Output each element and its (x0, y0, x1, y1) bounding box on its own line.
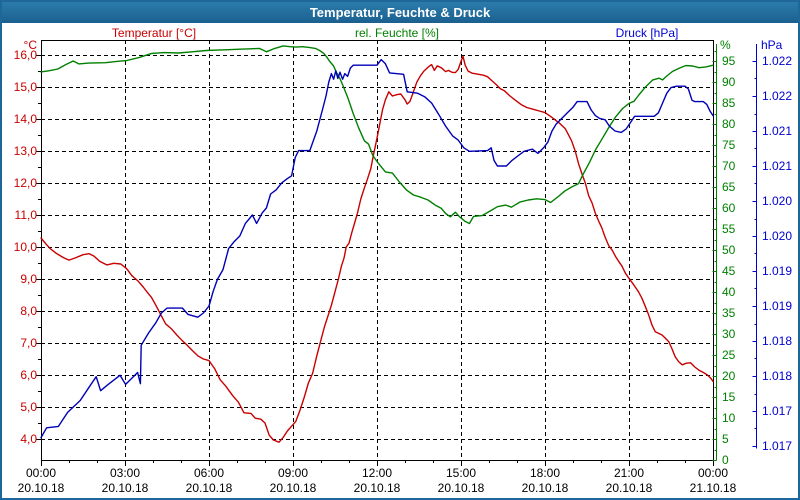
svg-text:1.022: 1.022 (762, 89, 792, 103)
svg-text:20.10.18: 20.10.18 (438, 481, 485, 495)
svg-text:00:00: 00:00 (698, 466, 728, 480)
svg-text:1.020: 1.020 (762, 229, 792, 243)
legend-humidity-label: rel. Feuchte [%] (354, 26, 440, 40)
svg-text:15:00: 15:00 (446, 466, 476, 480)
grid-lines (41, 40, 713, 460)
svg-text:14,0: 14,0 (14, 112, 38, 126)
svg-text:25: 25 (722, 348, 736, 362)
svg-text:8,0: 8,0 (20, 304, 37, 318)
svg-text:7,0: 7,0 (20, 336, 37, 350)
svg-text:9,0: 9,0 (20, 272, 37, 286)
svg-text:10: 10 (722, 411, 736, 425)
curve-humidity (40, 45, 714, 225)
svg-text:1.019: 1.019 (762, 264, 792, 278)
svg-text:30: 30 (722, 327, 736, 341)
pressure-axis: 1.022 1.022 1.021 1.021 1.020 1.020 1.019 1.019… (752, 38, 792, 453)
svg-text:20: 20 (722, 369, 736, 383)
svg-text:5: 5 (722, 432, 729, 446)
svg-text:40: 40 (722, 285, 736, 299)
svg-text:20.10.18: 20.10.18 (354, 481, 401, 495)
temperature-unit-label: °C (24, 38, 38, 52)
svg-text:09:00: 09:00 (278, 466, 308, 480)
svg-text:85: 85 (722, 96, 736, 110)
legend-pressure-label: Druck [hPa] (615, 26, 679, 40)
svg-text:1.019: 1.019 (762, 299, 792, 313)
svg-text:90: 90 (722, 75, 736, 89)
svg-text:45: 45 (722, 264, 736, 278)
svg-text:11,0: 11,0 (15, 208, 38, 222)
temperature-axis: 16,0 15,0 14,0 13,0 12,0 11,0 10,0 9,0 8,0 7,0 6,0… (14, 38, 41, 446)
svg-text:1.017: 1.017 (762, 404, 792, 418)
svg-text:13,0: 13,0 (14, 144, 38, 158)
svg-text:1.022: 1.022 (762, 54, 792, 68)
curve-pressure (40, 58, 714, 439)
svg-text:65: 65 (722, 180, 736, 194)
svg-text:4,0: 4,0 (20, 432, 37, 446)
svg-text:70: 70 (722, 159, 736, 173)
svg-text:1.017: 1.017 (762, 439, 792, 453)
title-bar: Temperatur, Feuchte & Druck (2, 2, 798, 23)
svg-text:1.018: 1.018 (762, 369, 792, 383)
svg-text:6,0: 6,0 (20, 368, 37, 382)
svg-text:15: 15 (722, 390, 736, 404)
svg-text:20.10.18: 20.10.18 (18, 481, 65, 495)
svg-text:80: 80 (722, 117, 736, 131)
svg-text:95: 95 (722, 54, 736, 68)
svg-text:12:00: 12:00 (362, 466, 392, 480)
time-axis: 00:0020.10.1803:0020.10.1806:0020.10.180… (18, 460, 737, 495)
svg-text:5,0: 5,0 (20, 400, 37, 414)
svg-text:60: 60 (722, 201, 736, 215)
svg-text:1.021: 1.021 (762, 159, 792, 173)
svg-text:35: 35 (722, 306, 736, 320)
svg-text:1.018: 1.018 (762, 334, 792, 348)
svg-text:00:00: 00:00 (26, 466, 56, 480)
svg-text:15,0: 15,0 (14, 80, 38, 94)
svg-text:50: 50 (722, 243, 736, 257)
svg-text:21:00: 21:00 (614, 466, 644, 480)
svg-text:20.10.18: 20.10.18 (102, 481, 149, 495)
svg-text:20.10.18: 20.10.18 (186, 481, 233, 495)
svg-text:12,0: 12,0 (14, 176, 38, 190)
pressure-unit-label: hPa (761, 38, 783, 52)
svg-text:1.020: 1.020 (762, 194, 792, 208)
svg-text:0: 0 (722, 453, 729, 467)
svg-text:55: 55 (722, 222, 736, 236)
svg-text:75: 75 (722, 138, 736, 152)
svg-text:03:00: 03:00 (110, 466, 140, 480)
svg-text:18:00: 18:00 (530, 466, 560, 480)
svg-text:06:00: 06:00 (194, 466, 224, 480)
humidity-unit-label: % (720, 38, 731, 52)
svg-text:20.10.18: 20.10.18 (522, 481, 569, 495)
legend-temperature-label: Temperatur [°C] (111, 26, 197, 40)
svg-text:16,0: 16,0 (14, 48, 38, 62)
svg-text:21.10.18: 21.10.18 (690, 481, 737, 495)
svg-text:1.021: 1.021 (762, 124, 792, 138)
curve-temperature (40, 55, 714, 443)
svg-text:20.10.18: 20.10.18 (270, 481, 317, 495)
svg-text:10,0: 10,0 (14, 240, 38, 254)
window-title: Temperatur, Feuchte & Druck (309, 5, 491, 20)
svg-text:20.10.18: 20.10.18 (606, 481, 653, 495)
